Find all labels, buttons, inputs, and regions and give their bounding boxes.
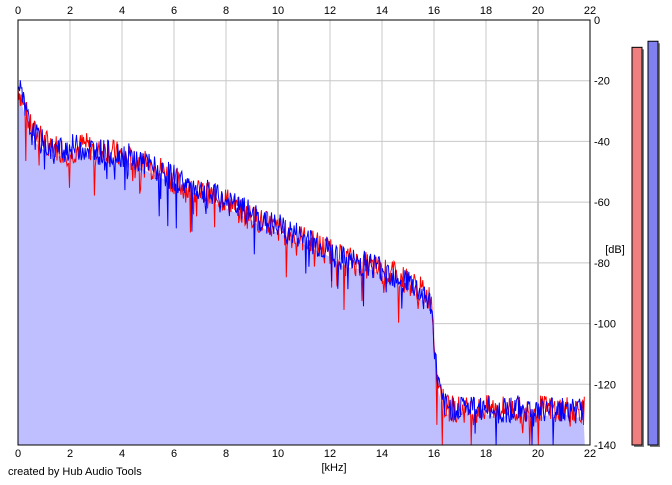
level-meter-1 xyxy=(631,46,643,446)
x-tick-label-top: 18 xyxy=(480,5,492,17)
x-tick-label-bottom: 2 xyxy=(67,448,73,460)
plot-frame xyxy=(17,19,591,446)
x-tick-label-top: 0 xyxy=(15,5,21,17)
series-line-2 xyxy=(17,80,585,446)
x-tick-label-top: 4 xyxy=(119,5,125,17)
level-meters xyxy=(631,40,660,447)
x-tick-label-bottom: 16 xyxy=(428,448,440,460)
x-tick-label-top: 14 xyxy=(376,5,388,17)
series-lines xyxy=(17,80,585,446)
y-tick-label: -120 xyxy=(594,379,616,391)
x-ticks-top: 0 2 4 6 8 10 12 14 16 18 20 22 xyxy=(15,5,596,17)
y-tick-label: 0 xyxy=(594,15,600,27)
x-tick-label-bottom: 8 xyxy=(223,448,229,460)
x-tick-label-bottom: 10 xyxy=(272,448,284,460)
x-tick-label-bottom: 18 xyxy=(480,448,492,460)
x-tick-label-bottom: 4 xyxy=(119,448,125,460)
x-tick-label-top: 22 xyxy=(584,5,596,17)
x-tick-label-bottom: 22 xyxy=(584,448,596,460)
y-tick-label: -40 xyxy=(594,136,610,148)
y-tick-label: -100 xyxy=(594,319,616,331)
x-tick-label-bottom: 14 xyxy=(376,448,388,460)
x-tick-label-bottom: 20 xyxy=(532,448,544,460)
x-tick-label-bottom: 12 xyxy=(324,448,336,460)
y-axis-label: [dB] xyxy=(605,244,625,256)
level-meter-2 xyxy=(647,40,659,446)
y-tick-label: -80 xyxy=(594,258,610,270)
x-tick-label-top: 8 xyxy=(223,5,229,17)
x-tick-label-bottom: 6 xyxy=(171,448,177,460)
x-ticks-bottom: 0 2 4 6 8 10 12 14 16 18 20 22 xyxy=(15,448,596,460)
y-ticks: 0 -20 -40 -60 -80 -100 -120 -140 xyxy=(594,15,616,452)
y-tick-label: -60 xyxy=(594,197,610,209)
x-tick-label-top: 2 xyxy=(67,5,73,17)
y-tick-label: -20 xyxy=(594,76,610,88)
footer-credit: created by Hub Audio Tools xyxy=(8,466,142,478)
x-tick-label-top: 10 xyxy=(272,5,284,17)
spectrum-fill xyxy=(18,89,585,446)
x-tick-label-bottom: 0 xyxy=(15,448,21,460)
x-tick-label-top: 20 xyxy=(532,5,544,17)
x-tick-label-top: 6 xyxy=(171,5,177,17)
x-tick-label-top: 16 xyxy=(428,5,440,17)
x-tick-label-top: 12 xyxy=(324,5,336,17)
x-axis-label: [kHz] xyxy=(321,462,346,474)
y-tick-label: -140 xyxy=(594,440,616,452)
